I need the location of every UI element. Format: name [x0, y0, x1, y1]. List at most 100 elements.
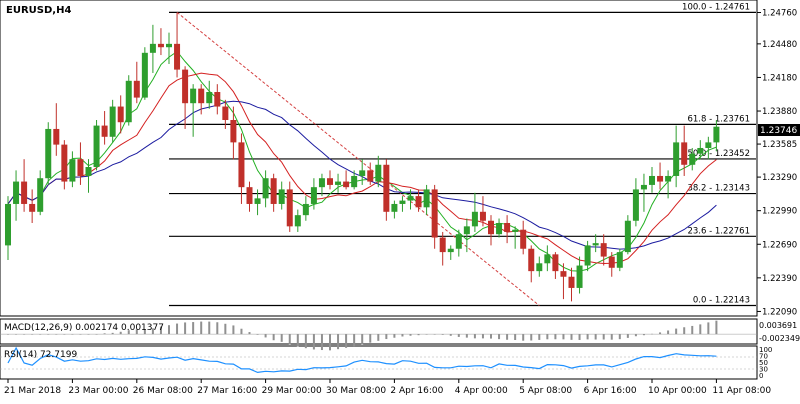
macd-bar: [353, 334, 356, 347]
candle-body: [632, 189, 639, 221]
macd-bar: [377, 334, 380, 341]
candle-body: [310, 187, 317, 204]
rsi-axis-label-0: 0: [759, 372, 763, 380]
fib-label-5: 0.0 - 1.22143: [693, 296, 750, 306]
candle-body: [471, 211, 478, 227]
macd-bar: [651, 333, 653, 335]
macd-bar: [554, 334, 557, 340]
candle-body: [335, 181, 342, 185]
candle-body: [45, 128, 52, 179]
candle-body: [649, 175, 655, 185]
candle-body: [536, 263, 543, 272]
time-tick-label: 4 Apr 00:00: [455, 386, 508, 396]
candle-body: [77, 159, 84, 176]
macd-bar: [570, 334, 573, 340]
candle-body: [133, 80, 140, 98]
macd-bar: [634, 334, 637, 337]
candle-body: [640, 184, 647, 190]
macd-histogram: [0, 320, 757, 351]
candle-body: [125, 80, 132, 123]
macd-bar: [546, 334, 549, 340]
candle-body: [665, 175, 672, 182]
candle-body: [85, 167, 92, 176]
candle-body: [262, 178, 269, 199]
candle-body: [488, 220, 494, 235]
macd-bar: [63, 334, 66, 335]
macd-bar: [361, 334, 364, 345]
macd-bar: [490, 334, 492, 339]
candle-body: [697, 147, 704, 154]
time-tick-label: 27 Mar 16:00: [197, 386, 257, 396]
candle-body: [463, 226, 470, 235]
price-tick-label: 1.24180: [762, 73, 797, 83]
macd-bar: [433, 334, 436, 335]
candle-body: [117, 106, 124, 123]
candle-body: [13, 181, 20, 204]
candle-body: [439, 237, 446, 253]
candle-body: [407, 196, 414, 201]
macd-bar: [151, 328, 154, 335]
macd-bar: [135, 329, 138, 335]
macd-bar: [337, 334, 340, 350]
candle-body: [166, 43, 172, 48]
candle-body: [552, 254, 559, 272]
macd-bar: [385, 334, 388, 340]
candle-body: [101, 125, 108, 137]
candle-body: [294, 215, 301, 227]
candle-body: [69, 159, 76, 182]
macd-bar: [31, 334, 34, 335]
macd-bar: [393, 334, 396, 338]
fib-label-4: 23.6 - 1.22761: [687, 226, 750, 236]
macd-bar: [659, 332, 662, 335]
candle-body: [600, 243, 607, 257]
candle-body: [246, 187, 253, 204]
candle-body: [512, 229, 519, 232]
macd-bar: [457, 334, 460, 337]
candle-body: [61, 144, 68, 182]
price-tick-label: 1.24480: [762, 40, 797, 50]
macd-bar: [224, 323, 227, 335]
rsi-axis-label-50: 50: [759, 359, 768, 367]
candle-body: [93, 125, 100, 168]
macd-bar: [441, 334, 444, 335]
macd-bar: [216, 322, 219, 335]
time-tick-label: 5 Apr 08:00: [519, 386, 572, 396]
macd-bar: [562, 334, 565, 340]
time-tick-label: 23 Mar 00:00: [68, 386, 128, 396]
macd-bar: [39, 334, 42, 335]
rsi-axis-label-70: 70: [759, 353, 768, 361]
macd-bar: [699, 324, 702, 335]
candle-body: [343, 181, 350, 188]
macd-bar: [409, 334, 412, 336]
macd-bar: [159, 326, 162, 335]
rsi-label: RSI(14) 72.7199: [4, 350, 77, 360]
fib-label-0: 100.0 - 1.24761: [682, 2, 750, 12]
price-tick-label: 1.24760: [762, 9, 797, 19]
candle-body: [109, 106, 116, 137]
macd-bar: [618, 334, 621, 340]
fib-trendline: [176, 12, 540, 306]
macd-bar: [715, 320, 718, 335]
macd-bar: [79, 334, 82, 335]
candle-body: [689, 153, 696, 165]
candle-body: [198, 88, 205, 104]
candle-body: [568, 276, 575, 288]
macd-bar: [425, 334, 428, 335]
ma-mid-line: [7, 72, 717, 265]
candle-body: [5, 203, 11, 246]
chart-title: EURUSD,H4: [6, 5, 71, 16]
candle-body: [21, 181, 28, 204]
macd-bar: [667, 330, 670, 335]
macd-bar: [280, 334, 283, 342]
candle-body: [182, 69, 189, 104]
macd-label: MACD(12,26,9) 0.002174 0.001377: [4, 323, 164, 333]
time-tick-label: 29 Mar 00:00: [262, 386, 322, 396]
candle-body: [351, 175, 358, 188]
macd-bar: [401, 334, 404, 337]
macd-bar: [55, 334, 58, 335]
candle-body: [496, 222, 503, 235]
candle-body: [616, 252, 623, 268]
candle-body: [528, 248, 535, 272]
